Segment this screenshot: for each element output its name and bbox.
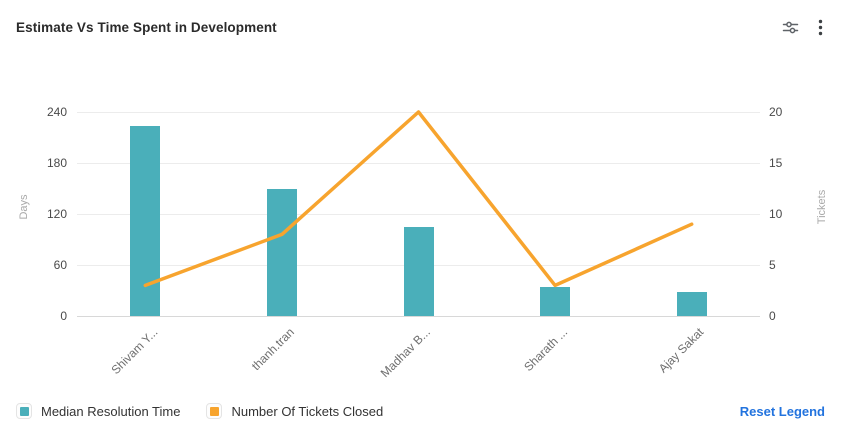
left-axis-title: Days [18,194,30,220]
legend-swatch [16,403,32,419]
more-options-button[interactable] [816,16,825,39]
right-axis-tick-label: 10 [769,207,783,221]
legend-item-number-of-tickets-closed[interactable]: Number Of Tickets Closed [206,403,383,419]
legend-swatch-color [209,406,219,416]
bar-Sharath ...[interactable] [540,287,571,316]
filter-sliders-button[interactable] [779,16,802,39]
left-axis-tick-label: 120 [46,207,67,221]
right-axis-title: Tickets [816,189,828,225]
kebab-menu-icon [818,19,823,40]
legend-swatch [206,403,223,419]
bar-Madhav B...[interactable] [403,226,434,316]
right-axis-tick-label: 0 [769,309,776,323]
chart-header: Estimate Vs Time Spent in Development [0,0,841,39]
legend-item-label: Median Resolution Time [41,403,181,419]
left-axis-tick-label: 180 [46,156,67,170]
x-axis-label: thanh.tran [248,325,297,374]
gridline [77,316,760,317]
left-axis-tick-label: 0 [60,309,67,323]
page-title: Estimate Vs Time Spent in Development [16,20,277,35]
left-axis-tick-label: 240 [46,105,67,119]
gridline [77,163,760,164]
legend-item-median-resolution-time[interactable]: Median Resolution Time [16,403,180,419]
legend-swatch-color [19,406,29,416]
x-axis-label: Shivam Y... [108,325,161,378]
right-axis-tick-label: 5 [769,258,776,272]
left-axis-tick-label: 60 [53,258,67,272]
x-axis-label: Madhav B... [378,325,434,381]
reset-legend-link[interactable]: Reset Legend [739,403,825,419]
x-axis-label: Sharath ... [520,325,570,375]
legend-item-label: Number Of Tickets Closed [231,403,384,419]
line-series[interactable] [77,110,760,316]
gridline [77,214,760,215]
bar-Ajay Sakat[interactable] [676,292,707,316]
right-axis-tick-label: 15 [769,156,783,170]
right-axis-tick-label: 20 [769,105,783,119]
chart-legend: Median Resolution Time Number Of Tickets… [16,403,825,419]
sliders-icon [781,21,800,40]
x-axis-label: Ajay Sakat [656,325,707,376]
header-actions [779,16,825,39]
bar-thanh.tran[interactable] [266,188,297,316]
